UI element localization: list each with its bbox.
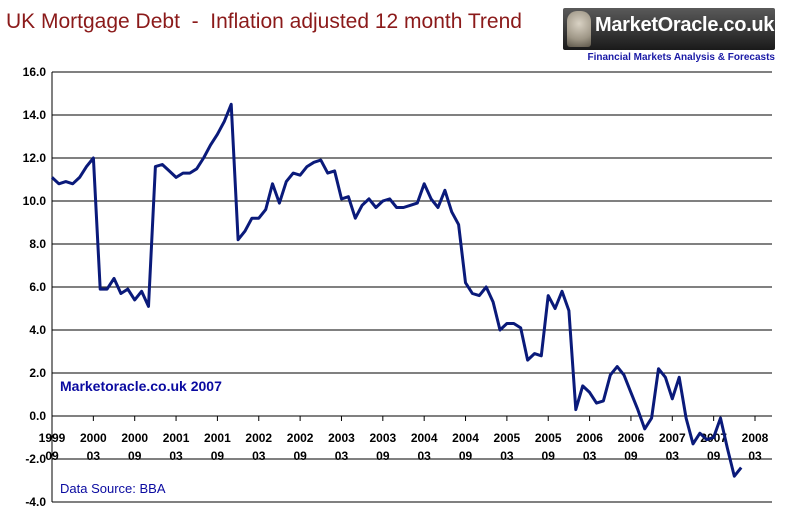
y-tick-label: -2.0 bbox=[25, 452, 46, 466]
y-tick-label: 2.0 bbox=[29, 366, 46, 380]
y-tick-label: 16.0 bbox=[23, 65, 47, 79]
x-axis-ticks: 1999 09 2000 03 2000 09 2001 03 2001 09 2002 03 2002… bbox=[39, 416, 769, 463]
x-tick-month: 09 bbox=[45, 449, 59, 463]
x-tick-month: 09 bbox=[542, 449, 556, 463]
chart-title: UK Mortgage Debt - Inflation adjusted 12… bbox=[6, 10, 522, 33]
x-tick-month: 03 bbox=[583, 449, 597, 463]
series-layer bbox=[50, 102, 743, 478]
x-tick-year: 2004 bbox=[452, 431, 479, 445]
data-source-annotation: Data Source: BBA bbox=[60, 481, 166, 496]
x-tick-year: 2000 bbox=[80, 431, 107, 445]
watermark-annotation: Marketoracle.co.uk 2007 bbox=[60, 378, 222, 394]
x-tick-month: 09 bbox=[707, 449, 721, 463]
x-tick-year: 2008 bbox=[742, 431, 769, 445]
x-tick-month: 03 bbox=[500, 449, 514, 463]
y-tick-label: 6.0 bbox=[29, 280, 46, 294]
x-tick-month: 09 bbox=[293, 449, 307, 463]
x-tick-year: 2006 bbox=[576, 431, 603, 445]
x-tick-month: 03 bbox=[748, 449, 762, 463]
y-tick-label: 10.0 bbox=[23, 194, 47, 208]
y-tick-label: 8.0 bbox=[29, 237, 46, 251]
x-tick-month: 09 bbox=[459, 449, 473, 463]
marketoracle-logo: MarketOracle.co.uk Financial Markets Ana… bbox=[563, 8, 775, 66]
y-tick-label: 0.0 bbox=[29, 409, 46, 423]
x-tick-year: 2000 bbox=[121, 431, 148, 445]
x-tick-year: 2001 bbox=[163, 431, 190, 445]
x-tick-month: 03 bbox=[417, 449, 431, 463]
x-tick-year: 2007 bbox=[659, 431, 686, 445]
y-tick-label: 14.0 bbox=[23, 108, 47, 122]
logo-banner bbox=[563, 8, 775, 50]
x-tick-month: 03 bbox=[335, 449, 349, 463]
logo-brand-text: MarketOracle.co.uk bbox=[595, 14, 775, 36]
x-tick-year: 2006 bbox=[618, 431, 645, 445]
x-tick-year: 2005 bbox=[494, 431, 521, 445]
x-tick-year: 2002 bbox=[245, 431, 272, 445]
x-tick-year: 2002 bbox=[287, 431, 314, 445]
x-tick-year: 2001 bbox=[204, 431, 231, 445]
x-tick-year: 2003 bbox=[369, 431, 396, 445]
x-tick-month: 09 bbox=[128, 449, 142, 463]
x-tick-month: 09 bbox=[211, 449, 225, 463]
statue-figure-icon bbox=[567, 11, 591, 47]
x-tick-month: 03 bbox=[666, 449, 680, 463]
x-tick-year: 1999 bbox=[39, 431, 66, 445]
y-tick-label: -4.0 bbox=[25, 495, 46, 509]
series-line-0 bbox=[50, 102, 743, 478]
x-tick-month: 09 bbox=[624, 449, 638, 463]
x-tick-year: 2004 bbox=[411, 431, 438, 445]
y-axis-ticks: 16.0 14.0 12.0 10.0 8.0 6.0 4.0 2.0 0.0 -2.0 -4.0 bbox=[23, 65, 47, 509]
x-tick-month: 09 bbox=[376, 449, 390, 463]
x-tick-month: 03 bbox=[87, 449, 101, 463]
x-tick-year: 2005 bbox=[535, 431, 562, 445]
x-tick-month: 03 bbox=[169, 449, 183, 463]
x-tick-month: 03 bbox=[252, 449, 266, 463]
y-tick-label: 4.0 bbox=[29, 323, 46, 337]
x-tick-year: 2003 bbox=[328, 431, 355, 445]
y-tick-label: 12.0 bbox=[23, 151, 47, 165]
logo-tagline: Financial Markets Analysis & Forecasts bbox=[587, 52, 776, 63]
